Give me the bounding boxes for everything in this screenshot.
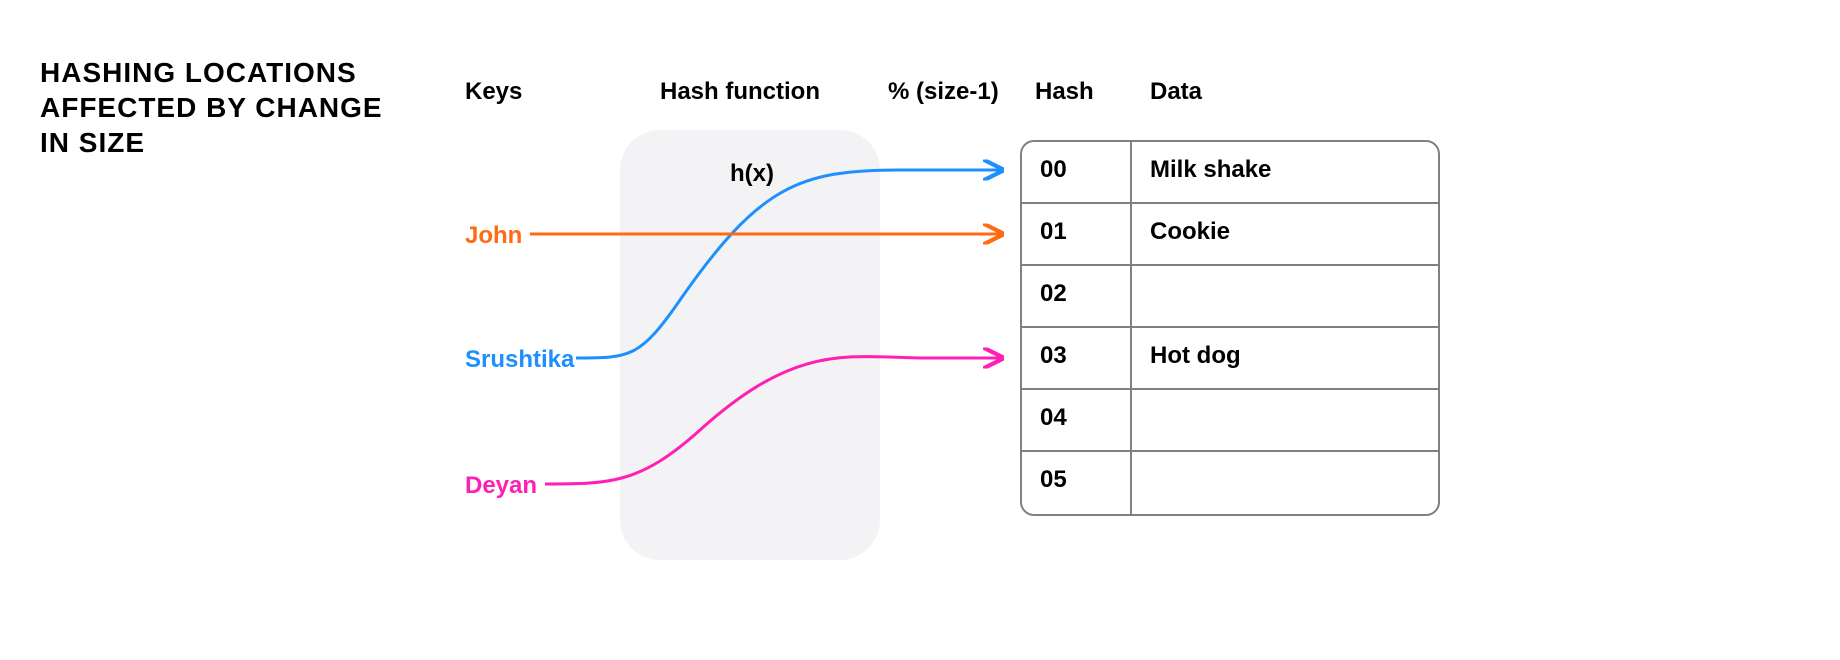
hx-label: h(x) [730, 160, 774, 188]
cell-hash: 03 [1022, 328, 1132, 388]
header-keys: Keys [465, 78, 522, 106]
cell-data: Milk shake [1132, 142, 1438, 202]
cell-data: Cookie [1132, 204, 1438, 264]
header-hash-function: Hash function [660, 78, 820, 106]
table-row: 00Milk shake [1022, 142, 1438, 204]
cell-data [1132, 390, 1438, 450]
cell-data: Hot dog [1132, 328, 1438, 388]
key-label: Deyan [465, 472, 537, 500]
table-row: 04 [1022, 390, 1438, 452]
key-label: John [465, 222, 522, 250]
hash-table: 00Milk shake01Cookie0203Hot dog0405 [1020, 140, 1440, 516]
table-row: 03Hot dog [1022, 328, 1438, 390]
hash-function-box [620, 130, 880, 560]
header-hash: Hash [1035, 78, 1094, 106]
header-data: Data [1150, 78, 1202, 106]
table-row: 05 [1022, 452, 1438, 514]
key-label: Srushtika [465, 346, 574, 374]
table-row: 01Cookie [1022, 204, 1438, 266]
cell-hash: 05 [1022, 452, 1132, 514]
cell-data [1132, 266, 1438, 326]
cell-hash: 02 [1022, 266, 1132, 326]
cell-hash: 00 [1022, 142, 1132, 202]
cell-hash: 01 [1022, 204, 1132, 264]
cell-hash: 04 [1022, 390, 1132, 450]
table-row: 02 [1022, 266, 1438, 328]
diagram-canvas: HASHING LOCATIONS AFFECTED BY CHANGE IN … [0, 0, 1840, 660]
cell-data [1132, 452, 1438, 514]
header-modulo: % (size-1) [888, 78, 999, 106]
diagram-title: HASHING LOCATIONS AFFECTED BY CHANGE IN … [40, 55, 420, 160]
